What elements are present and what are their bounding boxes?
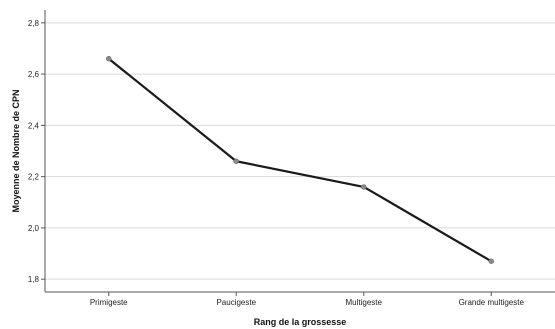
- data-point: [488, 258, 494, 264]
- series-group: [106, 56, 494, 264]
- y-tick-label: 2,8: [28, 19, 40, 28]
- data-point: [361, 184, 367, 190]
- data-point: [106, 56, 112, 62]
- x-tick-label: Paucigeste: [216, 298, 256, 307]
- y-tick-label: 2,6: [28, 70, 40, 79]
- x-tick-label: Primigeste: [90, 298, 128, 307]
- y-tick-label: 1,8: [28, 275, 40, 284]
- y-axis-title: Moyenne de Nombre de CPN: [11, 89, 21, 212]
- x-tick-label: Multigeste: [346, 298, 383, 307]
- x-tick-label: Grande multigeste: [459, 298, 525, 307]
- y-tick-label: 2,4: [28, 121, 40, 130]
- y-tick-label: 2,2: [28, 173, 40, 182]
- data-point: [233, 158, 239, 164]
- axes: [44, 10, 555, 293]
- x-axis-title: Rang de la grossesse: [254, 317, 347, 327]
- y-tick-label: 2,0: [28, 224, 40, 233]
- grid-lines: [45, 22, 555, 280]
- x-axis-ticks: Primigeste Paucigeste Multigeste Grande mul…: [90, 292, 525, 307]
- y-axis-ticks: 1,8 2,0 2,2 2,4 2,6 2,8: [28, 19, 45, 284]
- series-line: [108, 57, 492, 263]
